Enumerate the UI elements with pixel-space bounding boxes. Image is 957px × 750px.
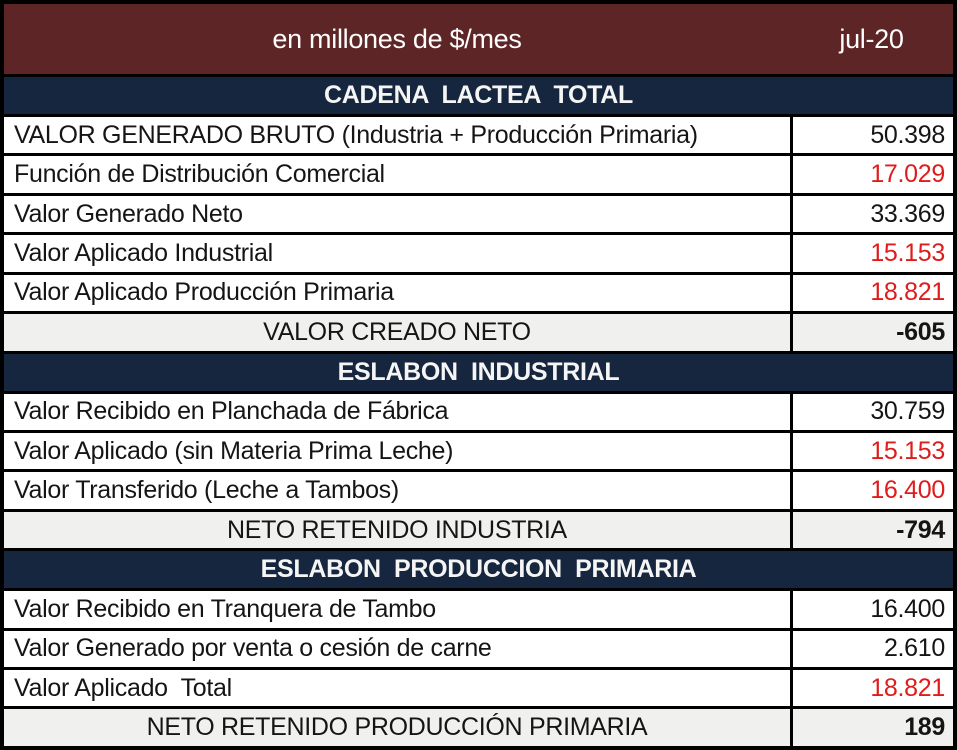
units-title: en millones de $/mes — [272, 23, 522, 54]
row-label: Valor Aplicado Industrial — [4, 235, 790, 272]
row-value: 33.369 — [793, 195, 953, 233]
table-row: Valor Aplicado Producción Primaria 18.82… — [4, 274, 953, 312]
row-label: Valor Generado por venta o cesión de car… — [4, 630, 790, 668]
section-header-cadena-lactea-total: CADENA LACTEA TOTAL — [4, 77, 953, 114]
row-label: Valor Recibido en Tranquera de Tambo — [4, 591, 790, 628]
table-row: Valor Aplicado Industrial 15.153 — [4, 235, 953, 272]
subtotal-value: 189 — [793, 709, 953, 746]
row-value: 16.400 — [793, 591, 953, 628]
table-row: Valor Generado Neto 33.369 — [4, 195, 953, 233]
table-row: VALOR GENERADO BRUTO (Industria + Produc… — [4, 117, 953, 154]
table-row: Valor Aplicado (sin Materia Prima Leche)… — [4, 432, 953, 470]
row-value: 17.029 — [793, 156, 953, 193]
table-row: Valor Generado por venta o cesión de car… — [4, 630, 953, 668]
table-row: Valor Recibido en Planchada de Fábrica 3… — [4, 393, 953, 430]
subtotal-value: -605 — [793, 314, 953, 351]
row-label: Valor Aplicado Producción Primaria — [4, 274, 790, 312]
subtotal-label: NETO RETENIDO PRODUCCIÓN PRIMARIA — [4, 709, 790, 746]
subtotal-row-neto-retenido-produccion-primaria: NETO RETENIDO PRODUCCIÓN PRIMARIA 189 — [4, 709, 953, 746]
row-value: 18.821 — [793, 274, 953, 312]
row-value: 50.398 — [793, 117, 953, 154]
subtotal-value: -794 — [793, 511, 953, 549]
row-value: 18.821 — [793, 670, 953, 707]
row-value: 15.153 — [793, 432, 953, 470]
row-value: 30.759 — [793, 393, 953, 430]
row-label: Función de Distribución Comercial — [4, 156, 790, 193]
period-label: jul-20 — [839, 23, 904, 54]
table-row: Función de Distribución Comercial 17.029 — [4, 156, 953, 193]
table-row: Valor Transferido (Leche a Tambos) 16.40… — [4, 472, 953, 509]
subtotal-label: VALOR CREADO NETO — [4, 314, 790, 351]
row-label: Valor Transferido (Leche a Tambos) — [4, 472, 790, 509]
row-value: 15.153 — [793, 235, 953, 272]
row-label: Valor Aplicado (sin Materia Prima Leche) — [4, 432, 790, 470]
section-header-eslabon-produccion-primaria: ESLABON PRODUCCION PRIMARIA — [4, 551, 953, 589]
section-header-eslabon-industrial: ESLABON INDUSTRIAL — [4, 353, 953, 391]
row-label: Valor Aplicado Total — [4, 670, 790, 707]
row-label: Valor Recibido en Planchada de Fábrica — [4, 393, 790, 430]
row-label: Valor Generado Neto — [4, 195, 790, 233]
subtotal-row-valor-creado-neto: VALOR CREADO NETO -605 — [4, 314, 953, 351]
row-value: 2.610 — [793, 630, 953, 668]
row-label: VALOR GENERADO BRUTO (Industria + Produc… — [4, 117, 790, 154]
row-value: 16.400 — [793, 472, 953, 509]
table-title-bar: en millones de $/mes jul-20 — [4, 4, 953, 74]
subtotal-label: NETO RETENIDO INDUSTRIA — [4, 511, 790, 549]
table-row: Valor Recibido en Tranquera de Tambo 16.… — [4, 591, 953, 628]
table-row: Valor Aplicado Total 18.821 — [4, 670, 953, 707]
subtotal-row-neto-retenido-industria: NETO RETENIDO INDUSTRIA -794 — [4, 511, 953, 549]
